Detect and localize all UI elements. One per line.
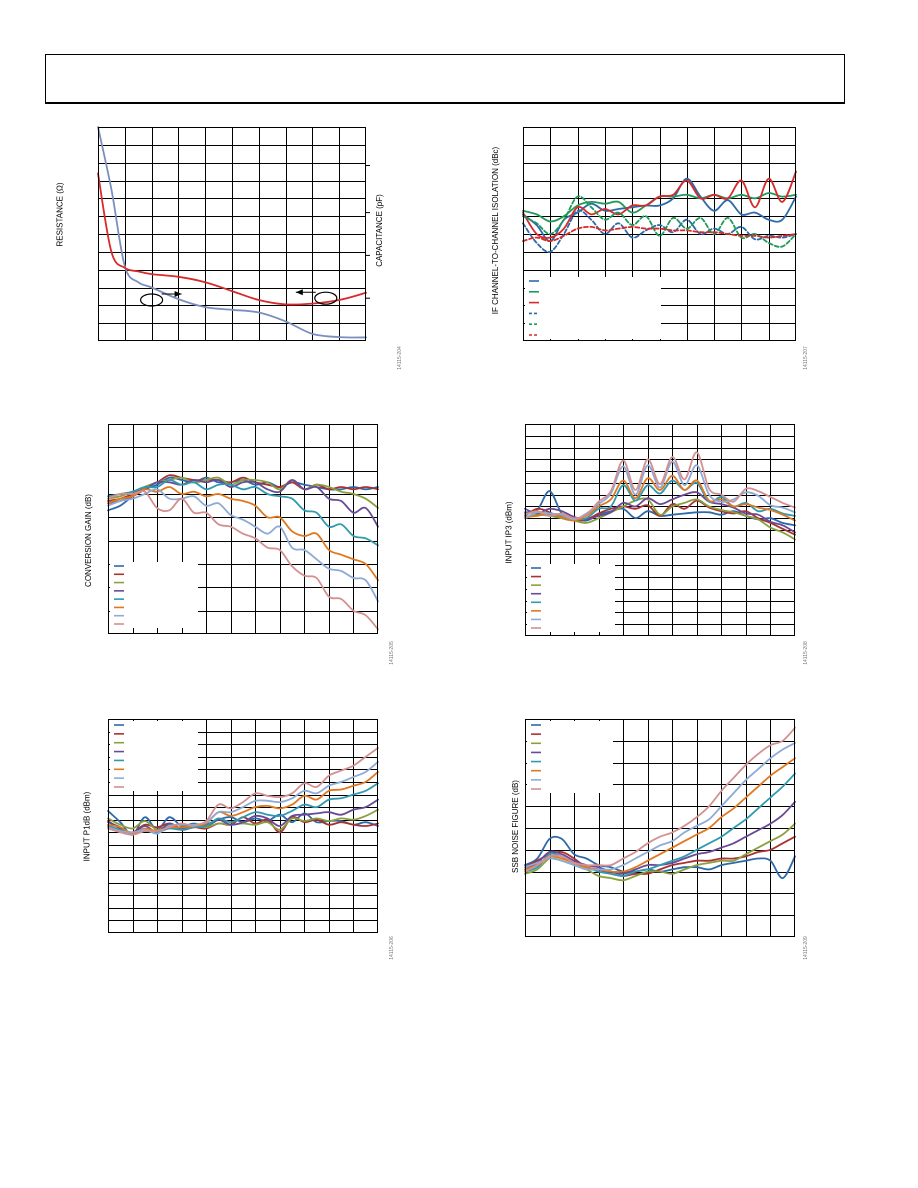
- legend: [527, 564, 615, 632]
- legend-box: [110, 721, 198, 791]
- gridlines: [98, 127, 366, 341]
- page-header-box: [45, 54, 845, 104]
- y-axis-label-capacitance: CAPACITANCE (pF): [374, 194, 384, 267]
- series-line-8: [524, 451, 796, 520]
- legend-box: [110, 562, 198, 628]
- figure-id-5: 14115-206: [388, 936, 395, 960]
- series-line-7: [524, 460, 796, 521]
- chart-input-ip3: [524, 424, 796, 636]
- series-line-5: [522, 195, 797, 248]
- legend-box: [527, 564, 615, 632]
- series-line-4: [524, 491, 796, 534]
- chart-input-p1db: [107, 719, 379, 933]
- series-line-1: [522, 177, 797, 242]
- annotation-ellipse-2: [314, 291, 338, 305]
- series-line-6: [107, 486, 379, 582]
- legend-box: [525, 277, 661, 339]
- annotation-arrowhead-2: [295, 289, 303, 296]
- series-line-3: [522, 170, 797, 239]
- series-line-2: [524, 835, 796, 877]
- annotation-ellipse-1: [139, 293, 164, 307]
- figure-id-3: 14115-205: [388, 641, 395, 665]
- plot-frame: [108, 424, 378, 634]
- figure-id-1: 14115-204: [396, 346, 403, 370]
- plot-frame: [525, 424, 795, 636]
- chart-conversion-gain: [107, 424, 379, 634]
- y-axis-label-noise-figure: SSB NOISE FIGURE (dB): [510, 780, 520, 873]
- series-line-8: [107, 747, 379, 836]
- series-line-1: [97, 126, 367, 339]
- series-line-6: [524, 474, 796, 522]
- chart-resistance-capacitance: [97, 126, 370, 341]
- plot-frame: [98, 127, 366, 341]
- series-line-6: [522, 225, 797, 243]
- chart-ssb-noise-figure: [524, 719, 796, 937]
- series-line-4: [107, 478, 379, 528]
- plot-frame: [108, 719, 378, 933]
- y-axis-label-isolation: IF CHANNEL-TO-CHANNEL ISOLATION (dBc): [491, 146, 501, 315]
- figure-id-6: 14115-209: [802, 936, 809, 960]
- series-line-8: [524, 726, 796, 873]
- y-axis-label-conversion-gain: CONVERSION GAIN (dB): [83, 494, 93, 587]
- figure-id-2: 14115-207: [802, 346, 809, 370]
- y-axis-label-input-ip3: INPUT IP3 (dBm): [504, 501, 514, 564]
- series-line-3: [107, 808, 379, 831]
- chart-if-isolation: [522, 127, 797, 341]
- series-line-7: [524, 742, 796, 871]
- legend: [527, 721, 613, 793]
- series-line-5: [107, 479, 379, 547]
- y-axis-label-resistance: RESISTANCE (Ω): [55, 182, 65, 247]
- legend: [110, 562, 198, 628]
- series-line-8: [107, 490, 379, 631]
- series-line-2: [97, 172, 367, 306]
- figure-id-4: 14115-208: [802, 641, 809, 665]
- plot-frame: [523, 127, 796, 341]
- legend: [525, 277, 661, 339]
- series-line-7: [107, 760, 379, 835]
- plot-frame: [525, 719, 795, 937]
- legend: [110, 721, 198, 791]
- gridlines: [108, 424, 378, 634]
- annotation-arrowhead-1: [174, 290, 182, 297]
- legend-box: [527, 721, 613, 793]
- y-axis-label-input-p1db: INPUT P1dB (dBm): [82, 791, 92, 862]
- series-line-7: [107, 488, 379, 603]
